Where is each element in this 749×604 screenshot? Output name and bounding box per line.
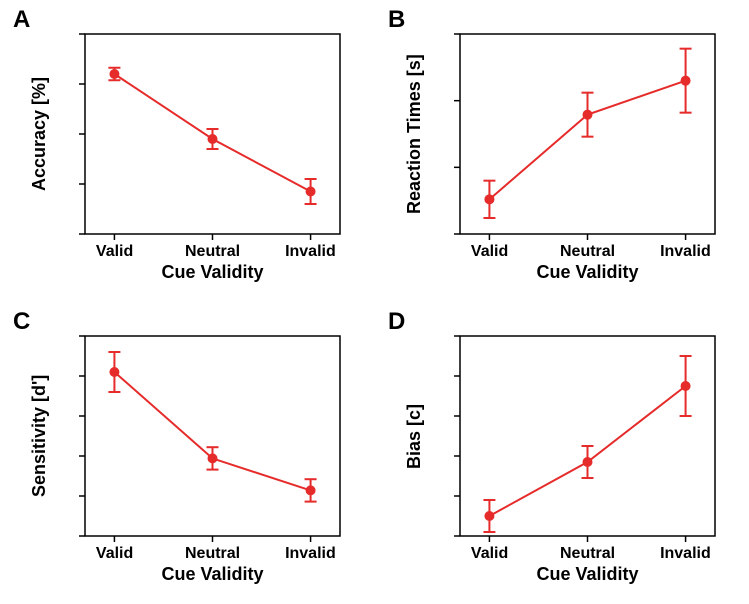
xtick-label: Invalid bbox=[660, 545, 711, 563]
y-axis-label: Bias [c] bbox=[404, 403, 425, 468]
panel-letter: D bbox=[388, 308, 405, 336]
x-axis-label: Cue Validity bbox=[537, 564, 639, 585]
xtick-label: Neutral bbox=[560, 545, 615, 563]
figure: A20406080100ValidNeutralInvalidAccuracy … bbox=[0, 0, 749, 604]
xtick-label: Valid bbox=[471, 545, 508, 563]
plot-svg bbox=[0, 0, 749, 604]
